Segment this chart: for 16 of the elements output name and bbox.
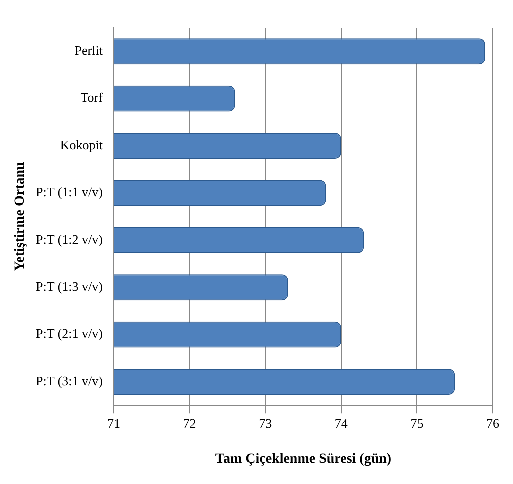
y-tick-label: Perlit <box>74 43 104 58</box>
y-tick-label: P:T (2:1 v/v) <box>36 326 103 342</box>
y-tick-label: Kokopit <box>60 137 104 152</box>
x-tick-label: 74 <box>334 416 348 431</box>
x-axis-title: Tam Çiçeklenme Süresi (gün) <box>215 452 392 468</box>
y-tick-label: P:T (1:2 v/v) <box>36 232 103 247</box>
y-tick-label: P:T (1:3 v/v) <box>36 279 103 294</box>
y-tick-label: P:T (3:1 v/v) <box>36 373 103 388</box>
x-tick-label: 71 <box>107 416 120 431</box>
y-axis-title: Yetiştirme Ortamı <box>13 162 28 272</box>
x-tick-label: 73 <box>259 416 272 431</box>
x-tick-label: 75 <box>410 416 424 431</box>
y-tick-label: P:T (1:1 v/v) <box>36 184 103 200</box>
y-tick-label: Torf <box>80 90 104 106</box>
x-tick-label: 76 <box>486 416 500 431</box>
x-tick-label: 72 <box>183 416 196 431</box>
